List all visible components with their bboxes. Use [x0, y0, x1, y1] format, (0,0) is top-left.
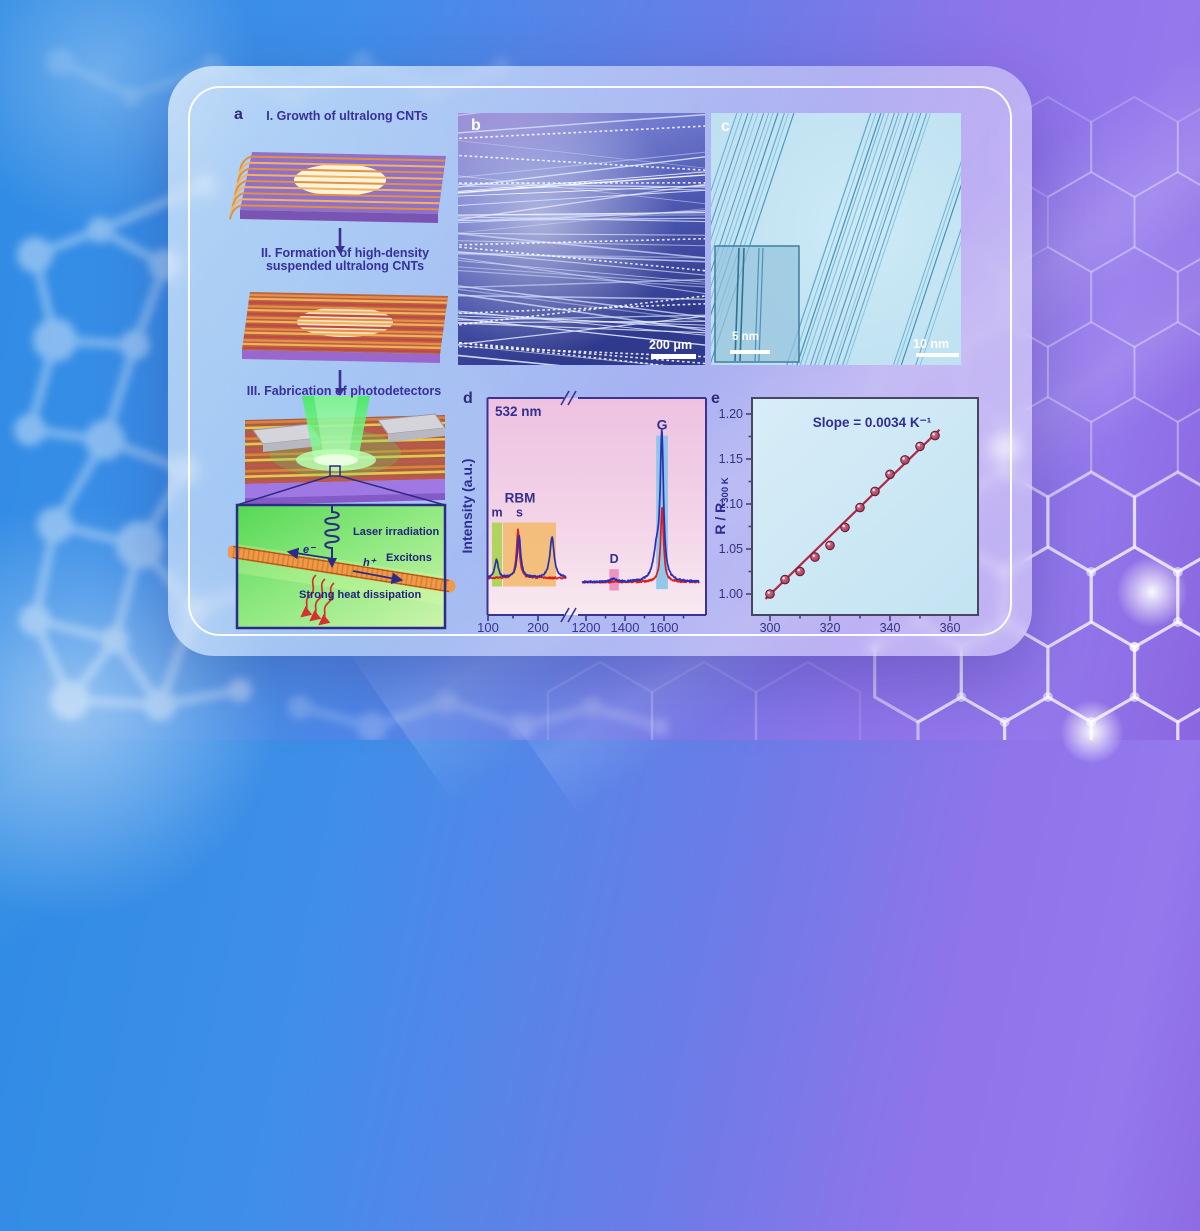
page: { "panel_a": { "label": "a", "step1": "I…	[0, 0, 1200, 740]
hexagon-glow-dot	[1060, 700, 1124, 764]
x-tick-label: 1200	[572, 620, 601, 635]
panel-a-schematic	[228, 108, 460, 634]
raman-band-label: s	[516, 506, 523, 520]
data-point	[931, 431, 940, 440]
x-tick-label: 200	[527, 620, 549, 635]
data-point	[856, 503, 865, 512]
raman-rbm-label: RBM	[505, 491, 536, 506]
y-axis-label: Intensity (a.u.)	[459, 459, 475, 554]
data-point	[871, 487, 880, 496]
data-point	[811, 553, 820, 562]
y-tick-label: 1.05	[719, 542, 743, 556]
y-tick-label: 1.15	[719, 452, 743, 466]
y-tick-label: 1.20	[719, 407, 743, 421]
x-tick-label: 1400	[611, 620, 640, 635]
data-point	[766, 590, 775, 599]
panel-c-tem-image	[711, 113, 961, 365]
data-point	[796, 567, 805, 576]
molecule-decoration	[288, 691, 669, 740]
data-point	[841, 523, 850, 532]
data-point	[901, 456, 910, 465]
y-tick-label: 1.00	[719, 587, 743, 601]
data-point	[826, 541, 835, 550]
data-point	[886, 470, 895, 479]
raman-band-label: m	[491, 506, 502, 520]
raman-band-label: D	[610, 552, 619, 566]
x-tick-label: 300	[760, 621, 781, 635]
slope-annotation: Slope = 0.0034 K⁻¹	[813, 415, 932, 430]
x-tick-label: 340	[880, 621, 901, 635]
x-tick-label: 100	[477, 620, 499, 635]
x-tick-label: 320	[820, 621, 841, 635]
x-tick-label: 360	[940, 621, 961, 635]
x-tick-label: 1600	[650, 620, 679, 635]
data-point	[916, 442, 925, 451]
panel-b-optical-image	[458, 113, 705, 365]
hexagon-glow-dot	[1116, 556, 1188, 628]
excitation-wavelength-label: 532 nm	[495, 404, 542, 419]
data-point	[781, 575, 790, 584]
